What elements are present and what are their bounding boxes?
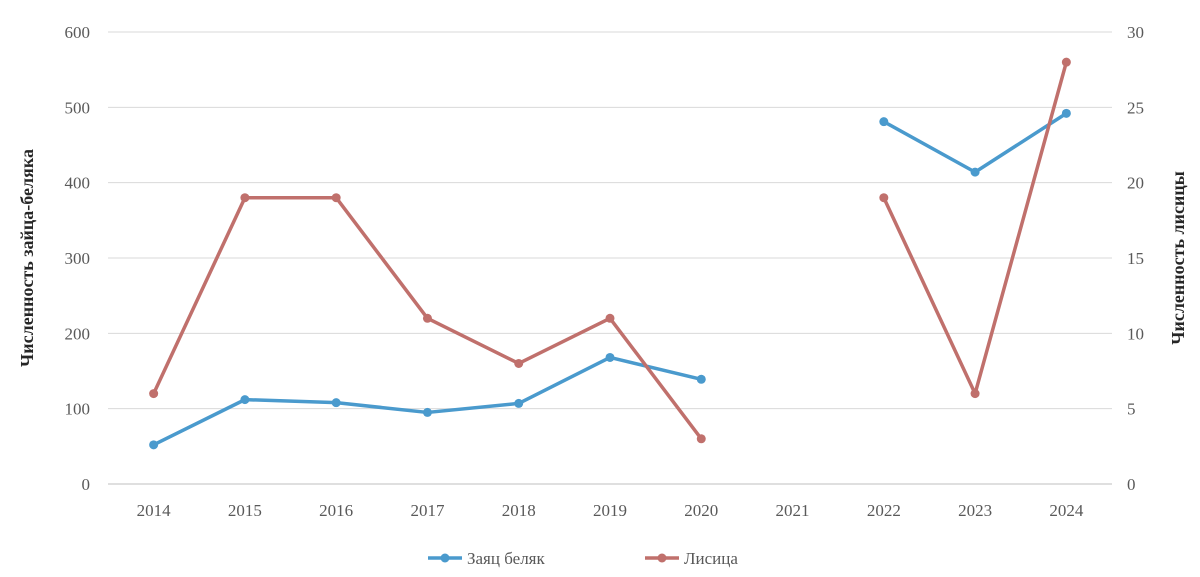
y-tick-label-left: 400 xyxy=(65,174,91,193)
data-point xyxy=(240,193,250,203)
y-tick-label-right: 15 xyxy=(1127,249,1144,268)
data-point xyxy=(970,389,980,399)
data-point xyxy=(605,313,615,323)
y-tick-label-right: 30 xyxy=(1127,23,1144,42)
y-tick-label-right: 5 xyxy=(1127,400,1136,419)
x-tick-label: 2021 xyxy=(776,501,810,520)
y-tick-label-left: 0 xyxy=(82,475,91,494)
data-point xyxy=(605,352,615,362)
left-axis-ticks: 0 100 200 300 400 500 600 xyxy=(65,23,91,494)
data-point xyxy=(149,389,159,399)
y-axis-title-right: Численность лисицы xyxy=(1168,171,1188,345)
x-tick-label: 2015 xyxy=(228,501,262,520)
x-tick-label: 2017 xyxy=(410,501,445,520)
x-axis-ticks: 2014 2015 2016 2017 2018 2019 2020 2021 2022 2023… xyxy=(137,501,1084,520)
data-point xyxy=(514,398,524,408)
y-tick-label-left: 300 xyxy=(65,249,91,268)
data-point xyxy=(514,358,524,368)
series-line xyxy=(151,355,704,447)
y-tick-label-right: 10 xyxy=(1127,324,1144,343)
y-axis-title-left: Численность зайца-беляка xyxy=(17,149,37,367)
gridlines xyxy=(108,31,1112,485)
data-point xyxy=(149,440,159,450)
x-tick-label: 2023 xyxy=(958,501,992,520)
right-axis-ticks: 0 5 10 15 20 25 30 xyxy=(1127,23,1144,494)
x-tick-label: 2019 xyxy=(593,501,627,520)
x-tick-label: 2022 xyxy=(867,501,901,520)
data-point xyxy=(1061,108,1071,118)
data-point xyxy=(331,193,341,203)
x-tick-label: 2014 xyxy=(137,501,172,520)
data-point xyxy=(422,313,432,323)
legend: Заяц беляк Лисица xyxy=(428,549,738,568)
data-point xyxy=(970,167,980,177)
data-point xyxy=(1061,57,1071,67)
legend-marker-fox xyxy=(657,553,667,563)
x-tick-label: 2016 xyxy=(319,501,353,520)
data-point xyxy=(240,395,250,405)
y-tick-label-right: 25 xyxy=(1127,98,1144,117)
data-point xyxy=(331,398,341,408)
series-line xyxy=(882,60,1069,396)
y-tick-label-left: 100 xyxy=(65,400,91,419)
x-tick-label: 2020 xyxy=(684,501,718,520)
data-point xyxy=(879,193,889,203)
x-tick-label: 2024 xyxy=(1049,501,1084,520)
data-point xyxy=(879,117,889,127)
y-tick-label-left: 200 xyxy=(65,324,91,343)
legend-marker-hare xyxy=(440,553,450,563)
data-point xyxy=(696,434,706,444)
x-tick-label: 2018 xyxy=(502,501,536,520)
legend-label-hare: Заяц беляк xyxy=(467,549,546,568)
legend-item-hare: Заяц беляк xyxy=(428,549,546,568)
data-point xyxy=(422,407,432,417)
y-tick-label-right: 0 xyxy=(1127,475,1136,494)
y-tick-label-left: 500 xyxy=(65,98,91,117)
legend-item-fox: Лисица xyxy=(645,549,738,568)
series-fox xyxy=(149,57,1071,444)
y-tick-label-left: 600 xyxy=(65,23,91,42)
y-tick-label-right: 20 xyxy=(1127,174,1144,193)
series-hare xyxy=(149,108,1071,450)
legend-label-fox: Лисица xyxy=(684,549,738,568)
series-layer xyxy=(149,57,1071,450)
data-point xyxy=(696,374,706,384)
